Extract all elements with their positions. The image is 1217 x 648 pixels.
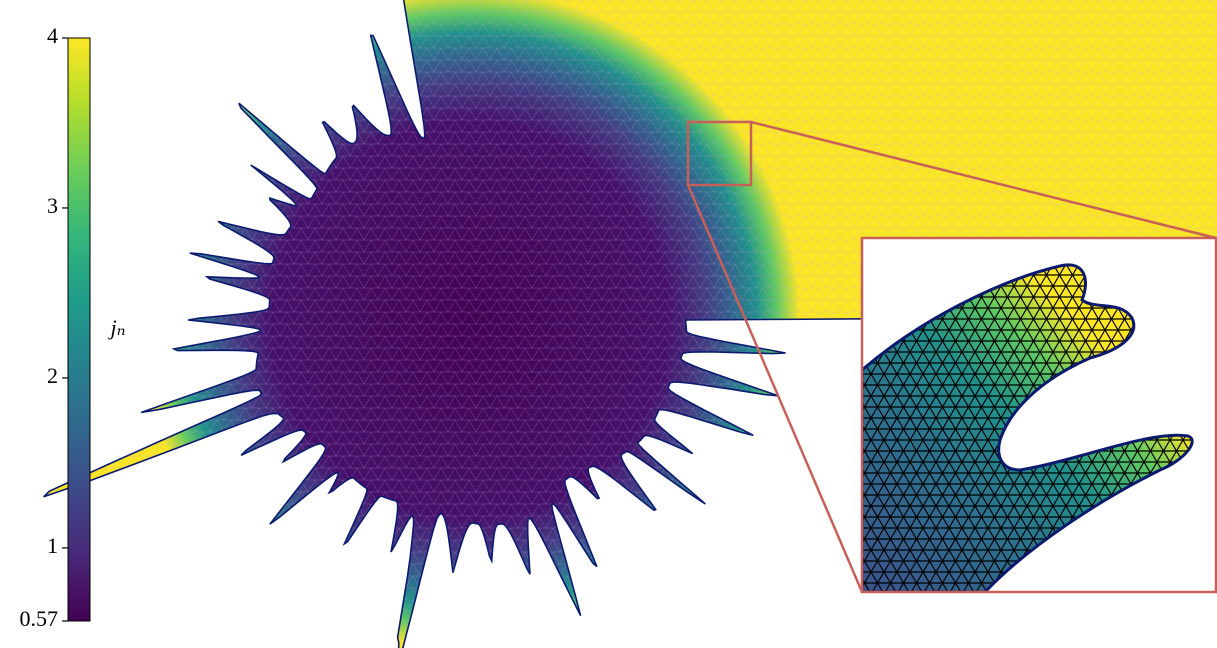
mesh-edges	[43, 0, 1217, 648]
colorbar-label: jₙ	[107, 315, 125, 340]
zoom-box	[686, 120, 753, 187]
zoom-connector	[750, 120, 1217, 240]
tick-label: 4	[47, 23, 58, 48]
colorbar: jₙ 0.57 1 2 3 4	[20, 23, 126, 631]
zoom-connector	[686, 184, 864, 593]
colorbar-scale	[67, 37, 91, 622]
inset-frame	[860, 236, 1217, 594]
tick-label: 2	[47, 363, 58, 388]
mesh-domain	[43, 0, 1217, 648]
zoom-inset	[686, 120, 1217, 594]
tick-label: 3	[47, 193, 58, 218]
tick-label: 1	[47, 533, 58, 558]
tick-label: 0.57	[20, 606, 59, 631]
inset-mesh	[862, 238, 1216, 592]
